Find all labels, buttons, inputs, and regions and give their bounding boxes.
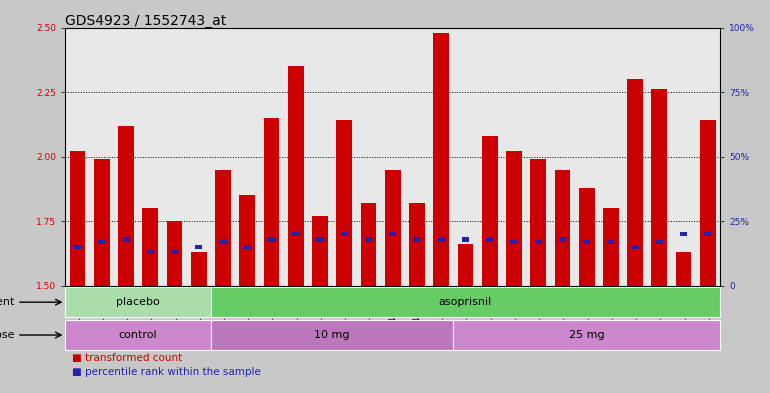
Bar xyxy=(583,239,590,244)
Bar xyxy=(437,237,445,242)
Bar xyxy=(631,245,638,249)
Bar xyxy=(457,244,474,286)
Bar xyxy=(389,232,397,237)
Bar xyxy=(219,239,226,244)
Bar xyxy=(559,237,566,242)
Bar xyxy=(656,239,663,244)
Bar xyxy=(462,237,469,242)
Bar xyxy=(676,252,691,286)
Bar xyxy=(215,169,231,286)
Bar xyxy=(482,136,497,286)
Bar xyxy=(365,237,372,242)
Text: 25 mg: 25 mg xyxy=(569,330,604,340)
Bar xyxy=(65,320,211,350)
Bar xyxy=(312,216,328,286)
Text: 10 mg: 10 mg xyxy=(314,330,350,340)
Bar xyxy=(94,159,109,286)
Bar xyxy=(511,239,517,244)
Bar xyxy=(196,245,203,249)
Bar xyxy=(486,237,494,242)
Bar xyxy=(409,203,425,286)
Bar xyxy=(680,232,687,237)
Bar xyxy=(579,187,594,286)
Bar xyxy=(244,245,251,249)
Bar xyxy=(413,237,420,242)
Bar xyxy=(211,287,720,317)
Text: agent: agent xyxy=(0,297,15,307)
Bar xyxy=(70,151,85,286)
Bar xyxy=(506,151,522,286)
Text: GDS4923 / 1552743_at: GDS4923 / 1552743_at xyxy=(65,13,226,28)
Bar xyxy=(118,126,134,286)
Bar xyxy=(336,121,352,286)
Text: ■ percentile rank within the sample: ■ percentile rank within the sample xyxy=(72,367,261,377)
Bar xyxy=(288,66,303,286)
Bar xyxy=(340,232,348,237)
Bar xyxy=(99,239,105,244)
Bar xyxy=(239,195,255,286)
Bar xyxy=(628,79,643,286)
Bar xyxy=(603,208,619,286)
Bar xyxy=(385,169,400,286)
Bar xyxy=(147,250,154,255)
Bar xyxy=(700,121,715,286)
Bar xyxy=(705,232,711,237)
Bar xyxy=(360,203,377,286)
Bar xyxy=(292,232,300,237)
Bar xyxy=(554,169,571,286)
Bar xyxy=(142,208,158,286)
Bar xyxy=(531,159,546,286)
Bar xyxy=(454,320,720,350)
Bar xyxy=(534,239,541,244)
Bar xyxy=(268,237,275,242)
Bar xyxy=(74,245,81,249)
Text: control: control xyxy=(119,330,158,340)
Text: asoprisnil: asoprisnil xyxy=(439,297,492,307)
Bar xyxy=(166,221,182,286)
Bar xyxy=(434,33,449,286)
Bar xyxy=(171,250,178,255)
Bar xyxy=(316,237,323,242)
Bar xyxy=(211,320,454,350)
Bar xyxy=(122,237,129,242)
Bar xyxy=(651,90,668,286)
Text: ■ transformed count: ■ transformed count xyxy=(72,353,182,363)
Text: dose: dose xyxy=(0,330,15,340)
Bar xyxy=(191,252,206,286)
Bar xyxy=(65,287,211,317)
Bar xyxy=(608,239,614,244)
Bar xyxy=(263,118,280,286)
Text: placebo: placebo xyxy=(116,297,160,307)
